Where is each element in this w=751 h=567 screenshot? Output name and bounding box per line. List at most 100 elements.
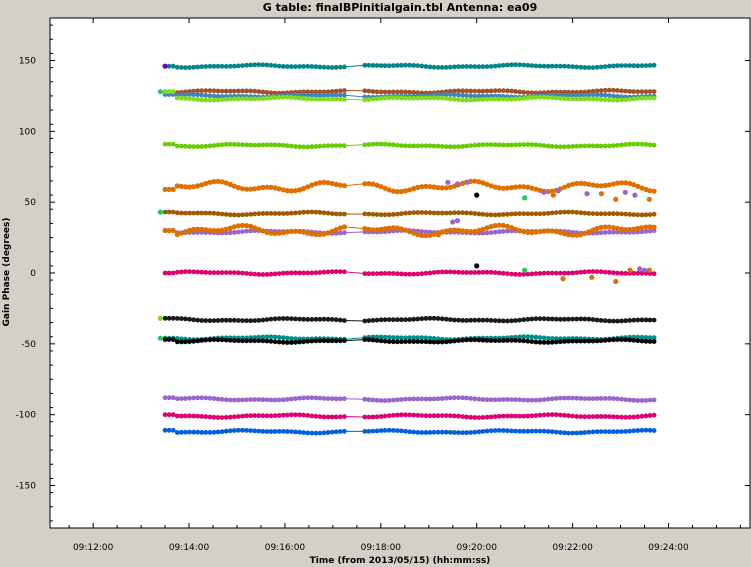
x-tick-label: 09:20:00 bbox=[457, 543, 498, 553]
data-point bbox=[170, 141, 176, 147]
data-point bbox=[280, 187, 286, 193]
data-point bbox=[370, 414, 376, 420]
data-point bbox=[317, 338, 323, 344]
data-point bbox=[513, 89, 518, 94]
data-point bbox=[541, 228, 547, 234]
data-point bbox=[549, 339, 555, 345]
data-point bbox=[195, 92, 201, 98]
outlier-point bbox=[560, 276, 566, 282]
data-point bbox=[586, 92, 592, 98]
data-point bbox=[618, 226, 625, 232]
data-point bbox=[419, 232, 425, 239]
data-point bbox=[195, 88, 201, 94]
data-point bbox=[582, 181, 588, 187]
data-point bbox=[313, 209, 319, 215]
data-point bbox=[231, 224, 237, 230]
data-point bbox=[292, 188, 299, 194]
data-point bbox=[407, 95, 412, 101]
data-point bbox=[651, 412, 657, 418]
data-point bbox=[374, 317, 380, 323]
data-point bbox=[395, 339, 400, 345]
data-point bbox=[219, 337, 225, 343]
data-point bbox=[492, 229, 498, 235]
data-point bbox=[643, 229, 649, 234]
data-point bbox=[427, 396, 433, 402]
data-point bbox=[203, 430, 209, 435]
data-point bbox=[256, 338, 262, 344]
data-point bbox=[191, 226, 197, 233]
data-point bbox=[435, 143, 441, 149]
x-tick-label: 09:22:00 bbox=[552, 543, 593, 553]
data-point bbox=[570, 316, 575, 322]
data-point bbox=[504, 223, 510, 229]
data-point bbox=[227, 270, 233, 275]
data-point bbox=[570, 64, 575, 70]
data-point bbox=[500, 229, 506, 234]
data-point bbox=[276, 230, 282, 236]
data-point bbox=[460, 430, 465, 436]
data-point bbox=[378, 96, 384, 101]
data-point bbox=[187, 92, 192, 97]
data-point bbox=[231, 397, 237, 403]
data-point bbox=[451, 227, 457, 233]
data-point bbox=[460, 88, 465, 94]
outlier-point bbox=[589, 274, 595, 280]
data-point bbox=[227, 63, 233, 69]
data-point bbox=[533, 316, 539, 322]
data-point bbox=[517, 142, 522, 148]
data-point bbox=[374, 397, 380, 403]
data-point bbox=[594, 269, 600, 274]
data-point bbox=[395, 335, 400, 341]
data-point bbox=[651, 95, 657, 101]
data-point bbox=[382, 271, 388, 276]
data-point bbox=[325, 210, 331, 216]
data-point bbox=[443, 210, 449, 216]
data-point bbox=[558, 395, 563, 401]
data-point bbox=[647, 228, 653, 234]
data-point bbox=[472, 228, 478, 234]
data-point bbox=[297, 429, 302, 435]
data-point bbox=[598, 88, 604, 93]
data-point bbox=[342, 211, 347, 217]
data-point bbox=[395, 142, 400, 148]
data-point bbox=[615, 318, 620, 324]
data-point bbox=[643, 413, 649, 419]
outlier-point bbox=[550, 192, 557, 198]
data-point bbox=[631, 63, 637, 69]
data-point bbox=[195, 395, 201, 401]
data-point bbox=[333, 317, 339, 323]
data-point bbox=[586, 429, 592, 435]
data-point bbox=[521, 271, 527, 277]
data-point bbox=[558, 270, 563, 276]
outlier-point bbox=[641, 267, 648, 273]
data-point bbox=[574, 180, 580, 187]
data-point bbox=[561, 184, 568, 190]
data-point bbox=[386, 317, 392, 322]
data-point bbox=[447, 227, 453, 233]
data-point bbox=[305, 92, 311, 98]
data-point bbox=[643, 212, 649, 218]
data-point bbox=[183, 316, 188, 322]
data-point bbox=[460, 270, 465, 275]
data-point bbox=[244, 397, 250, 403]
data-point bbox=[623, 227, 629, 233]
data-point bbox=[647, 317, 653, 323]
data-point bbox=[399, 335, 404, 341]
data-point bbox=[378, 271, 384, 276]
data-point bbox=[411, 271, 417, 277]
data-point bbox=[333, 396, 339, 402]
data-point bbox=[545, 63, 551, 69]
data-point bbox=[460, 414, 465, 419]
data-point bbox=[606, 87, 612, 93]
data-point bbox=[223, 397, 229, 403]
data-point bbox=[651, 142, 657, 148]
data-point bbox=[260, 228, 266, 234]
data-point bbox=[199, 182, 205, 188]
data-point bbox=[562, 92, 567, 98]
data-point bbox=[619, 211, 624, 217]
data-point bbox=[407, 229, 413, 235]
data-point bbox=[256, 185, 262, 191]
data-point bbox=[594, 211, 600, 217]
data-point bbox=[472, 93, 478, 99]
